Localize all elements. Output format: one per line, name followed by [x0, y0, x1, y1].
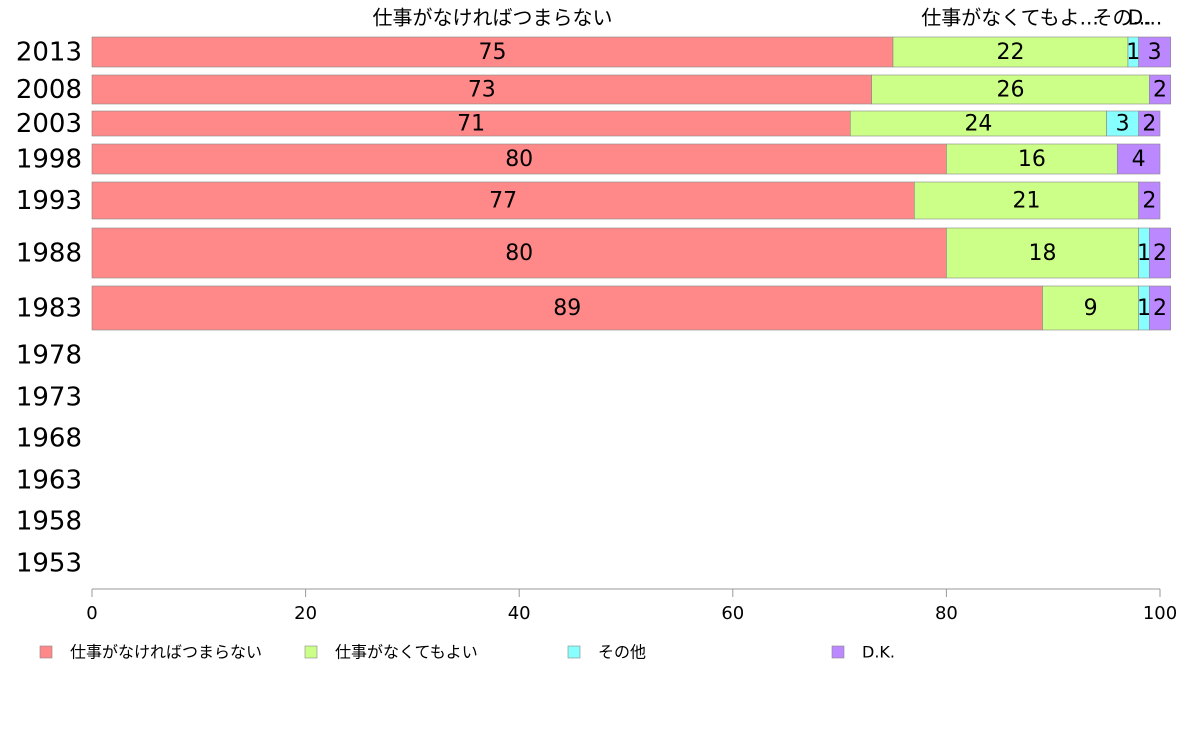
year-label-2003: 2003	[16, 109, 82, 139]
year-labels: 2013 2008 2003 1998 1993 1988 1983 1978 1973 1968…	[16, 38, 82, 579]
x-tick-label-0: 0	[86, 603, 97, 624]
data-label-1988-series-1: 18	[1029, 241, 1057, 266]
data-label-2008-series-0: 73	[468, 78, 496, 103]
bar-1988-series-1	[946, 227, 1139, 279]
data-label-1983-series-1: 9	[1084, 296, 1098, 321]
data-label-2013-series-0: 75	[479, 40, 507, 65]
year-label-1988: 1988	[16, 239, 82, 269]
legend-swatch-3	[831, 645, 845, 659]
legend-label-3: D.K.	[862, 643, 895, 662]
data-label-1998-series-1: 16	[1018, 147, 1046, 172]
bar-1988-series-0	[91, 227, 947, 279]
data-label-2003-series-2: 3	[1116, 112, 1130, 137]
bars: 75 22 1 373 26 271 24 3 280 16 477 21 280 18 1 289 9 1 2	[91, 36, 1171, 331]
bar-2013-series-1	[892, 36, 1129, 68]
x-tick-label-40: 40	[508, 603, 531, 624]
legend-swatch-1	[304, 645, 318, 659]
bar-1993-series-1	[914, 181, 1139, 220]
legend-label-1: 仕事がなくてもよい	[335, 643, 478, 662]
column-header-3: D...	[1128, 6, 1162, 30]
year-label-1973: 1973	[16, 383, 82, 413]
year-label-1968: 1968	[16, 424, 82, 454]
data-label-2003-series-1: 24	[964, 112, 992, 137]
x-tick-label-100: 100	[1143, 603, 1177, 624]
year-label-1983: 1983	[16, 294, 82, 324]
bar-2013-series-0	[91, 36, 894, 68]
data-label-2003-series-3: 2	[1142, 112, 1156, 137]
x-axis: 0 20 40 60 80 100	[86, 588, 1177, 624]
year-label-2008: 2008	[16, 75, 82, 105]
bar-2008-series-0	[91, 74, 872, 105]
x-tick-label-60: 60	[721, 603, 744, 624]
data-label-1993-series-1: 21	[1013, 189, 1041, 214]
data-label-1988-series-0: 80	[505, 241, 533, 266]
data-label-1993-series-0: 77	[489, 189, 517, 214]
bar-1998-series-0	[91, 143, 947, 175]
data-label-1983-series-2: 1	[1137, 296, 1151, 321]
data-label-1998-series-0: 80	[505, 147, 533, 172]
legend-swatch-2	[567, 645, 581, 659]
bar-1983-series-0	[91, 285, 1043, 331]
data-label-2013-series-3: 3	[1148, 40, 1162, 65]
bar-1983-series-1	[1042, 285, 1139, 331]
bar-1993-series-0	[91, 181, 915, 220]
column-header-1: 仕事がなくてもよ...	[921, 6, 1098, 30]
data-label-1983-series-0: 89	[553, 296, 581, 321]
column-header-0: 仕事がなければつまらない	[373, 6, 613, 30]
bar-1983-series-3	[1149, 285, 1171, 331]
data-label-2003-series-0: 71	[457, 112, 485, 137]
year-label-1978: 1978	[16, 341, 82, 371]
x-tick-label-80: 80	[935, 603, 958, 624]
legend-label-2: その他	[598, 643, 646, 662]
year-label-1963: 1963	[16, 466, 82, 496]
x-tick-label-20: 20	[294, 603, 317, 624]
column-header-2: その...	[1092, 6, 1151, 30]
data-label-2013-series-2: 1	[1126, 40, 1140, 65]
bar-2003-series-2	[1106, 110, 1139, 137]
year-label-1958: 1958	[16, 507, 82, 537]
bar-1993-series-3	[1138, 181, 1161, 220]
legend-label-0: 仕事がなければつまらない	[70, 643, 262, 662]
legend-swatch-0	[39, 645, 53, 659]
bar-2013-series-3	[1138, 36, 1171, 68]
bar-2003-series-3	[1138, 110, 1161, 137]
data-label-1998-series-3: 4	[1132, 147, 1146, 172]
data-label-1988-series-2: 1	[1137, 241, 1151, 266]
bar-1998-series-3	[1116, 143, 1161, 175]
legend: 仕事がなければつまらない 仕事がなくてもよい その他 D.K.	[39, 643, 895, 662]
year-label-1993: 1993	[16, 186, 82, 216]
column-headers: 仕事がなければつまらない 仕事がなくてもよ...その...D...	[373, 6, 1163, 30]
data-label-1988-series-3: 2	[1153, 241, 1167, 266]
data-label-2013-series-1: 22	[996, 40, 1024, 65]
data-label-2008-series-1: 26	[996, 78, 1024, 103]
data-label-2008-series-3: 2	[1153, 78, 1167, 103]
bar-2003-series-0	[91, 110, 851, 137]
bar-2003-series-1	[849, 110, 1107, 137]
year-label-1953: 1953	[16, 549, 82, 579]
bar-2008-series-3	[1149, 74, 1171, 105]
data-label-1993-series-3: 2	[1142, 189, 1156, 214]
bar-1988-series-3	[1149, 227, 1171, 279]
data-label-1983-series-3: 2	[1153, 296, 1167, 321]
bar-1998-series-1	[946, 143, 1118, 175]
year-label-1998: 1998	[16, 145, 82, 175]
year-label-2013: 2013	[16, 38, 82, 68]
bar-2008-series-1	[871, 74, 1150, 105]
